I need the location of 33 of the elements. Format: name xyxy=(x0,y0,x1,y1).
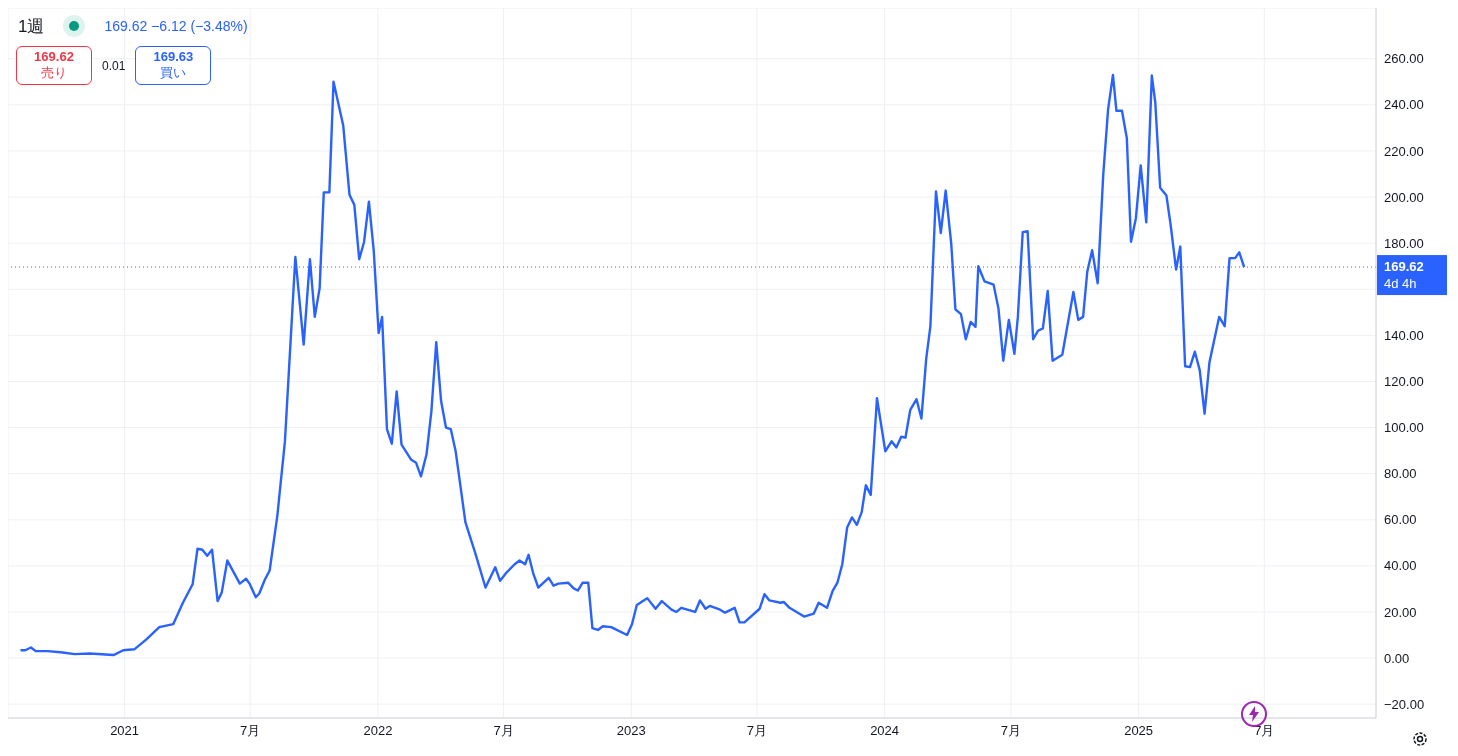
x-tick-label: 7月 xyxy=(1254,723,1275,739)
y-tick-label: 0.00 xyxy=(1384,650,1410,666)
annotation: 買い xyxy=(159,64,188,82)
annotation: 169.62 xyxy=(33,49,75,64)
annotation: 売り xyxy=(40,64,68,82)
text: 4d 4h xyxy=(1384,276,1417,292)
y-tick-label: −20.00 xyxy=(1384,696,1425,712)
y-tick-label: 80.00 xyxy=(1384,466,1417,482)
x-tick-label: 2022 xyxy=(363,723,393,739)
x-tick-label: 7月 xyxy=(493,723,514,739)
y-tick-label: 220.00 xyxy=(1384,143,1424,159)
text: 169.62 −6.12 (−3.48%) xyxy=(104,18,248,34)
x-tick-label: 7月 xyxy=(240,723,261,739)
x-tick-label: 2024 xyxy=(870,723,900,739)
y-tick-label: 140.00 xyxy=(1384,327,1424,343)
x-tick-label: 7月 xyxy=(1000,723,1022,739)
y-tick-label: 60.00 xyxy=(1384,512,1417,528)
y-tick-label: 240.00 xyxy=(1384,97,1424,113)
x-tick-label: 7月 xyxy=(746,723,768,739)
y-tick-label: 200.00 xyxy=(1384,189,1424,205)
x-tick-label: 2021 xyxy=(110,723,140,739)
y-tick-label: 100.00 xyxy=(1384,420,1424,436)
y-tick-label: 120.00 xyxy=(1384,374,1424,390)
x-tick-label: 2025 xyxy=(1124,723,1154,739)
x-tick-label: 2023 xyxy=(616,723,646,739)
annotation: 169.63 xyxy=(152,49,195,64)
y-tick-label: 180.00 xyxy=(1384,235,1424,251)
y-tick-label: 20.00 xyxy=(1384,604,1417,620)
annotation: 0.01 xyxy=(102,58,126,73)
y-tick-label: 40.00 xyxy=(1384,558,1417,574)
y-tick-label: 260.00 xyxy=(1384,51,1424,67)
ref-line-label: 169.62 xyxy=(1384,259,1424,275)
text: 1週 xyxy=(18,15,45,38)
